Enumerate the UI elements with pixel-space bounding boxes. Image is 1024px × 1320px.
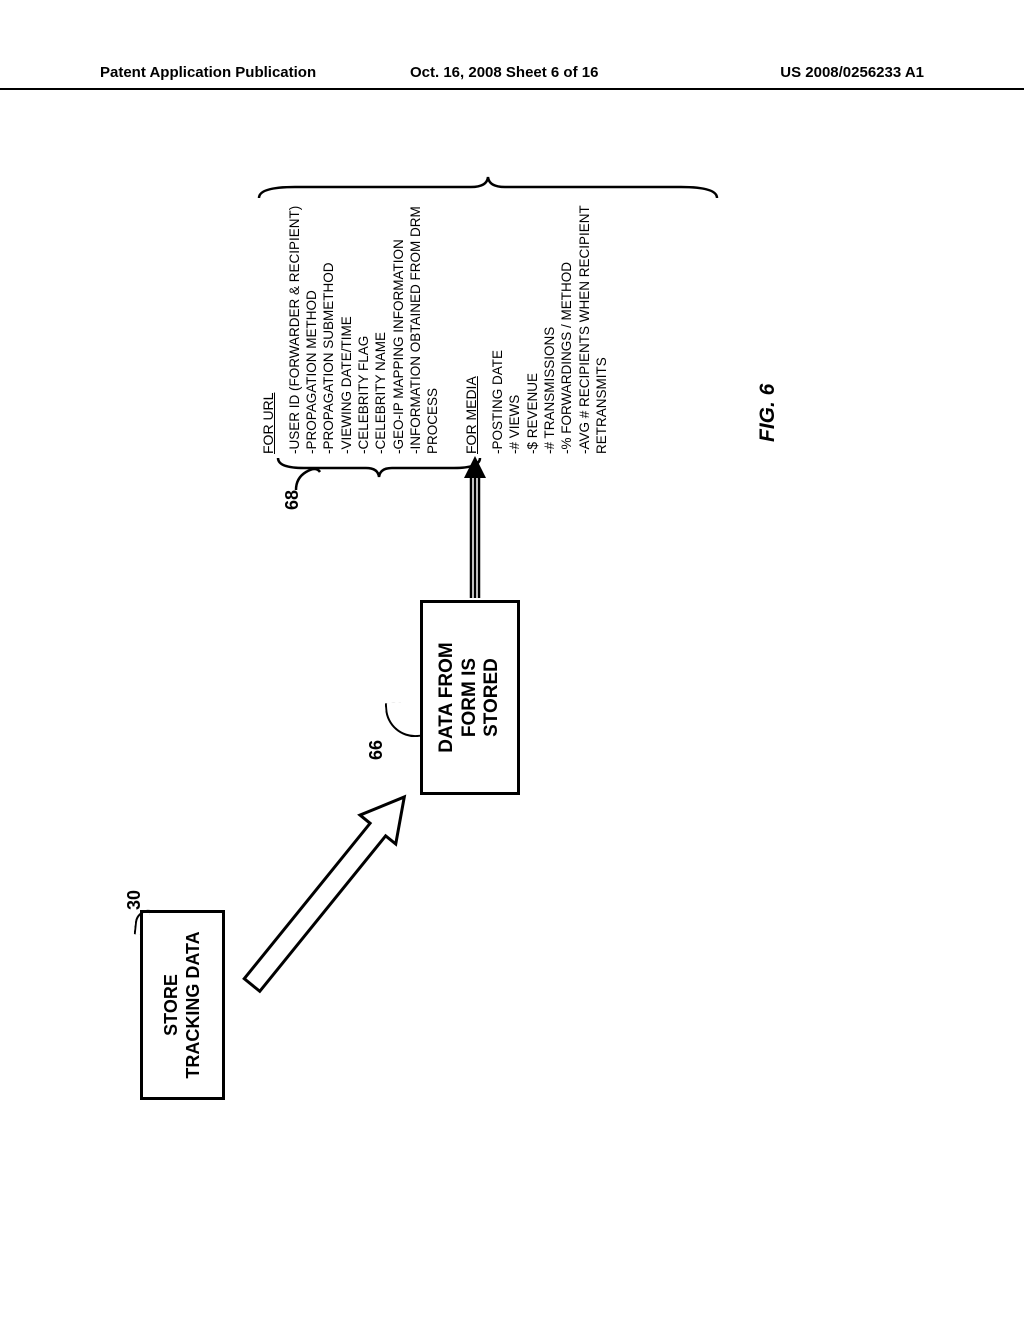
info-url-item: -CELEBRITY NAME — [372, 194, 389, 454]
info-url-list: -USER ID (FORWARDER & RECIPIENT)-PROPAGA… — [286, 194, 441, 454]
info-media-item: -$ REVENUE — [524, 194, 541, 454]
info-media-list: -POSTING DATE-# VIEWS-$ REVENUE-# TRANSM… — [489, 194, 610, 454]
page-header: Patent Application Publication Oct. 16, … — [0, 60, 1024, 90]
info-url-item: -PROPAGATION SUBMETHOD — [320, 194, 337, 454]
header-right: US 2008/0256233 A1 — [780, 64, 924, 81]
rotated-canvas: STORE TRACKING DATA 30 DATA FROM FORM IS… — [130, 220, 850, 1100]
info-url-item: -GEO-IP MAPPING INFORMATION — [390, 194, 407, 454]
box-store-tracking-data: STORE TRACKING DATA — [140, 910, 225, 1100]
ref-30-label: 30 — [124, 890, 145, 910]
info-url-header: FOR URL — [260, 194, 278, 454]
box66-line2: FORM IS — [459, 658, 480, 737]
info-media-item: -# TRANSMISSIONS — [541, 194, 558, 454]
header-center: Oct. 16, 2008 Sheet 6 of 16 — [410, 64, 598, 81]
box30-line2: TRACKING DATA — [183, 931, 203, 1078]
info-block: FOR URL -USER ID (FORWARDER & RECIPIENT)… — [254, 194, 610, 454]
ref-30-leader — [134, 908, 151, 935]
box66-line3: STORED — [481, 658, 502, 737]
info-url-item: -VIEWING DATE/TIME — [338, 194, 355, 454]
info-media-header: FOR MEDIA — [463, 194, 481, 454]
brace-left-icon — [274, 454, 484, 480]
ref-66-label: 66 — [366, 740, 387, 760]
info-url-item: -USER ID (FORWARDER & RECIPIENT) — [286, 194, 303, 454]
header-left: Patent Application Publication — [100, 64, 316, 81]
info-url-item: -INFORMATION OBTAINED FROM DRM PROCESS — [407, 194, 442, 454]
figure-6-diagram: STORE TRACKING DATA 30 DATA FROM FORM IS… — [130, 220, 910, 1120]
info-media-item: -# VIEWS — [506, 194, 523, 454]
info-media-item: -% FORWARDINGS / METHOD — [558, 194, 575, 454]
ref-68-label: 68 — [282, 490, 303, 510]
info-media-item: -POSTING DATE — [489, 194, 506, 454]
info-media-item: -AVG # RECIPIENTS WHEN RECIPIENT RETRANS… — [576, 194, 611, 454]
box66-line1: DATA FROM — [436, 642, 457, 752]
info-url-item: -PROPAGATION METHOD — [303, 194, 320, 454]
box30-line1: STORE — [161, 974, 181, 1036]
box-data-from-form-stored: DATA FROM FORM IS STORED — [420, 600, 520, 795]
figure-label: FIG. 6 — [756, 384, 780, 442]
info-url-item: -CELEBRITY FLAG — [355, 194, 372, 454]
